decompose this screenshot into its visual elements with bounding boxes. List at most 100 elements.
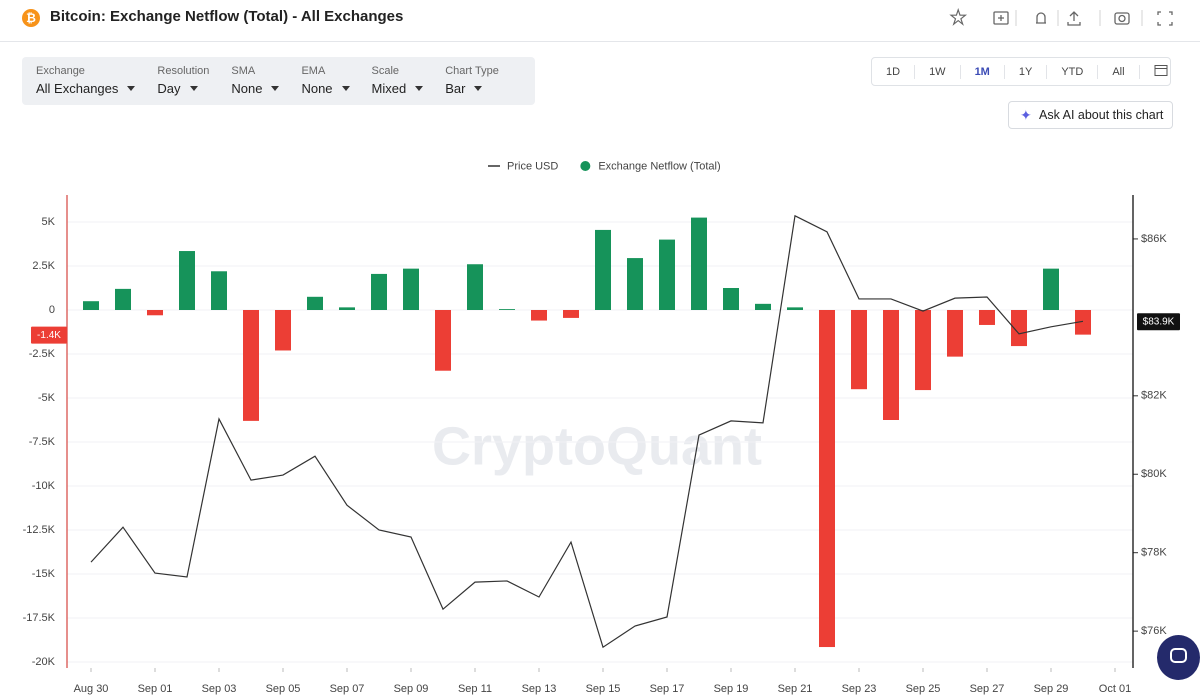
y-tick-label: -2.5K (29, 348, 56, 360)
x-tick-label: Sep 05 (266, 683, 301, 695)
bar (947, 309, 963, 357)
control-value[interactable]: Mixed (372, 81, 424, 96)
watermark: CryptoQuant (432, 416, 762, 476)
y-tick-label: -15K (32, 568, 56, 580)
x-tick-label: Sep 19 (714, 683, 749, 695)
y-tick-label: -20K (32, 656, 56, 668)
bar (563, 309, 579, 318)
bar (371, 273, 387, 310)
bar (691, 217, 707, 310)
bar (1011, 309, 1027, 347)
y-tick-label: -12.5K (23, 524, 56, 536)
control-value[interactable]: None (301, 81, 349, 96)
badge-box (31, 326, 67, 344)
bar (243, 309, 259, 421)
bar (595, 229, 611, 310)
controls-bar: Exchange All Exchanges Resolution Day SMA Non… (22, 57, 535, 105)
bar (115, 288, 131, 310)
bar (435, 309, 451, 371)
x-tick-label: Sep 11 (458, 683, 492, 695)
bar (531, 309, 547, 321)
bar (883, 309, 899, 420)
y2-tick-label: $76K (1141, 625, 1167, 637)
calendar-button[interactable] (1140, 64, 1182, 80)
bar (211, 271, 227, 310)
control-label: SMA (231, 65, 256, 77)
range-button[interactable]: All (1098, 64, 1140, 79)
y-tick-label: -5K (38, 392, 56, 404)
y2-tick-label: $80K (1141, 468, 1167, 480)
range-button[interactable]: 1Y (1005, 64, 1048, 79)
control-label: Scale (371, 65, 400, 77)
range-selector: 1D 1W 1M 1Y YTD All (871, 57, 1171, 86)
value-badge: -1.4K (31, 326, 67, 344)
legend-swatch (580, 161, 591, 171)
badge-label: -1.4K (37, 330, 61, 341)
range-button[interactable]: 1D (872, 64, 916, 79)
bar (915, 309, 931, 391)
chart: CryptoQuant Price USD Exchange Netflow (T… (23, 160, 1180, 695)
y2-tick-label: $82K (1141, 390, 1167, 402)
x-tick-label: Sep 13 (522, 683, 557, 695)
bar (659, 239, 675, 310)
x-tick-label: Sep 03 (202, 683, 237, 695)
badge-label: $83.9K (1143, 316, 1175, 327)
control-value[interactable]: Day (157, 81, 209, 96)
range-button[interactable]: 1M (961, 64, 1005, 79)
x-tick-label: Sep 25 (906, 683, 941, 695)
y-tick-label: -10K (32, 480, 56, 492)
x-tick-label: Oct 01 (1099, 683, 1131, 695)
x-tick-label: Sep 07 (330, 683, 365, 695)
value-badge: $83.9K (1137, 313, 1180, 331)
ask-ai-button[interactable]: Ask AI about this chart (1008, 101, 1173, 129)
bar (307, 296, 323, 310)
header: ₿ Bitcoin: Exchange Netflow (Total) - Al… (0, 0, 1200, 42)
bar (1043, 268, 1059, 310)
x-tick-label: Sep 09 (394, 683, 429, 695)
x-tick-label: Aug 30 (74, 683, 109, 695)
bar (339, 307, 355, 310)
legend-item: Price USD (488, 160, 558, 172)
x-tick-label: Sep 29 (1034, 683, 1069, 695)
bar (403, 268, 419, 310)
range-button[interactable]: 1W (915, 64, 961, 79)
y-tick-label: 5K (42, 216, 56, 228)
bar (851, 309, 867, 390)
bar (723, 287, 739, 310)
range-button[interactable]: YTD (1047, 64, 1099, 79)
control-value[interactable]: Bar (445, 81, 499, 96)
control[interactable]: SMA None (217, 57, 279, 105)
y-tick-label: -17.5K (23, 612, 56, 624)
bar (275, 309, 291, 351)
control-label: Exchange (36, 65, 85, 77)
x-tick-label: Sep 23 (842, 683, 877, 695)
bar (467, 264, 483, 310)
control[interactable]: Scale Mixed (358, 57, 424, 105)
badge-box (1137, 313, 1180, 331)
bar (787, 307, 803, 310)
legend-label: Exchange Netflow (Total) (598, 160, 720, 172)
control[interactable]: Chart Type Bar (431, 57, 499, 105)
calendar-icon (1154, 64, 1168, 76)
bar (627, 258, 643, 310)
bar (83, 301, 99, 310)
bitcoin-logo: ₿ (22, 9, 40, 27)
bar (1075, 309, 1091, 335)
bar (499, 309, 515, 310)
control-label: Chart Type (445, 65, 499, 77)
toolbar-icons[interactable] (948, 8, 1178, 28)
control[interactable]: EMA None (287, 57, 349, 105)
bar (147, 309, 163, 316)
x-tick-label: Sep 15 (586, 683, 621, 695)
control-value[interactable]: All Exchanges (36, 81, 135, 96)
y-tick-label: -7.5K (29, 436, 56, 448)
control-label: Resolution (157, 65, 210, 77)
y2-tick-label: $78K (1141, 547, 1167, 559)
chat-button[interactable] (1157, 635, 1200, 680)
y-tick-label: 0 (49, 304, 55, 316)
control[interactable]: Resolution Day (143, 57, 209, 105)
legend-item: Exchange Netflow (Total) (580, 160, 721, 172)
page-title: Bitcoin: Exchange Netflow (Total) - All … (50, 8, 404, 25)
control[interactable]: Exchange All Exchanges (22, 57, 135, 105)
control-value[interactable]: None (231, 81, 279, 96)
